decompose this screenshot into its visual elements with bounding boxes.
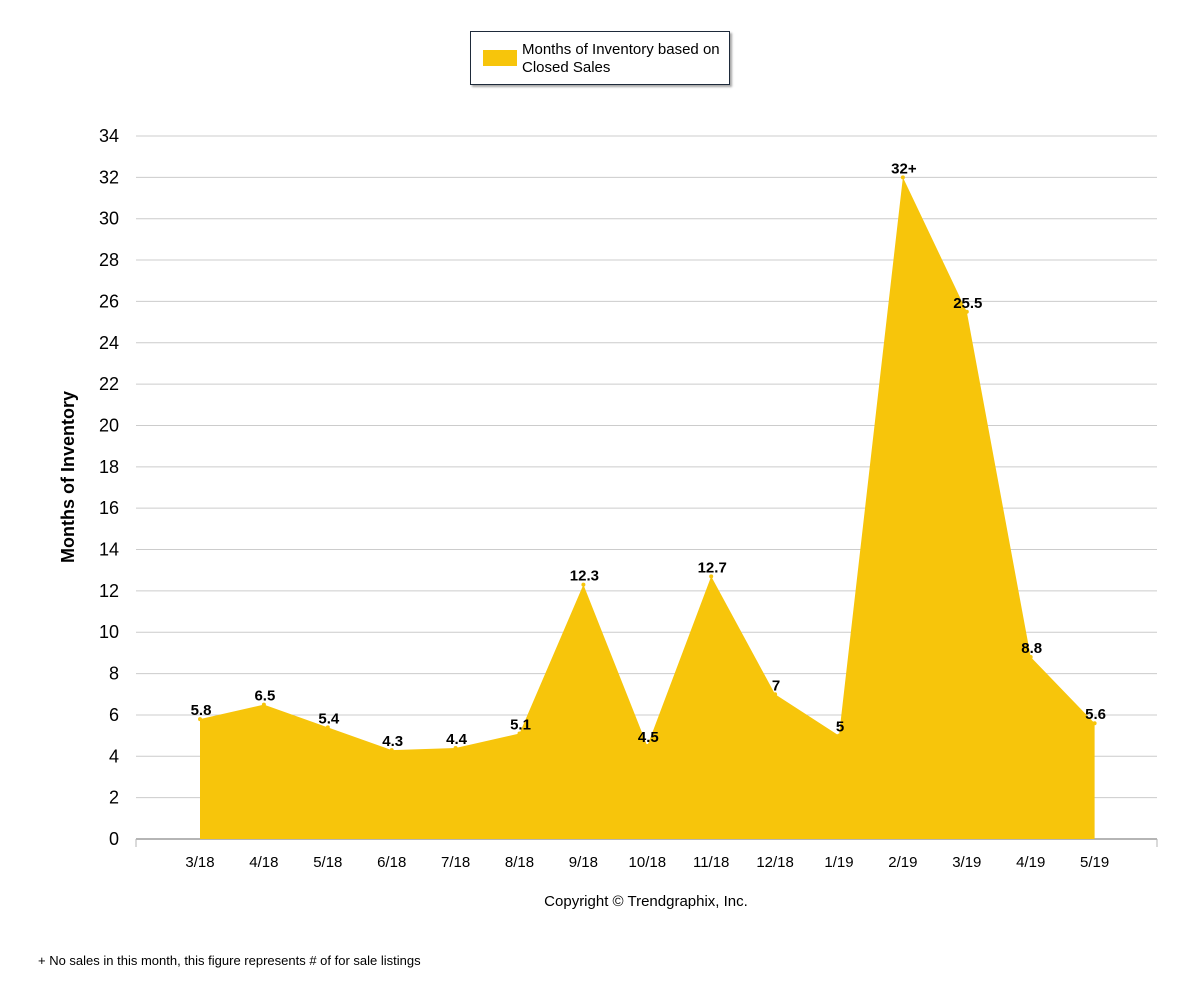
data-labels: 5.8 6.5 5.4 4.3 4.4 5.1 12.3 4.5 12.7 7 5 32+ 25.5 8.…: [191, 160, 1106, 750]
data-point: [773, 692, 778, 697]
data-point: [325, 725, 330, 730]
data-point: [1092, 721, 1097, 726]
data-label: 12.7: [698, 559, 727, 576]
legend: Months of Inventory based on Closed Sale…: [470, 31, 730, 85]
x-tick-label: 2/19: [888, 854, 917, 871]
y-tick-label: 2: [109, 788, 119, 808]
y-tick-label: 16: [99, 498, 119, 518]
data-point: [837, 733, 841, 738]
y-tick-label: 12: [99, 581, 119, 601]
footnote: + No sales in this month, this figure re…: [38, 953, 421, 968]
y-tick-label: 14: [99, 540, 119, 560]
x-tick-label: 11/18: [693, 854, 729, 871]
legend-label: Months of Inventory based on Closed Sale…: [522, 41, 720, 76]
data-label: 4.3: [382, 733, 403, 750]
x-tick-label: 3/18: [185, 854, 214, 871]
y-tick-label: 8: [109, 664, 119, 684]
data-point: [964, 309, 969, 314]
y-tick-label: 10: [99, 622, 119, 642]
data-point: [453, 746, 458, 751]
y-axis-label: Months of Inventory: [58, 391, 78, 563]
legend-swatch: [483, 50, 517, 66]
y-tick-label: 22: [99, 374, 119, 394]
x-tick-label: 4/19: [1016, 854, 1045, 871]
data-label: 12.3: [570, 568, 599, 585]
data-label: 5: [836, 719, 844, 736]
data-point: [1028, 655, 1033, 660]
x-tick-label: 12/18: [756, 854, 794, 871]
area-fill: [200, 177, 1095, 840]
x-tick-label: 9/18: [569, 854, 598, 871]
data-label: 32+: [891, 160, 917, 177]
data-label: 7: [772, 677, 780, 694]
data-label: 5.6: [1085, 706, 1106, 723]
x-axis-ticks: 3/18 4/18 5/18 6/18 7/18 8/18 9/18 10/18 11/18 12…: [185, 854, 1109, 871]
data-label: 5.4: [318, 710, 340, 727]
data-label: 4.5: [638, 729, 659, 746]
data-point: [261, 702, 266, 707]
y-tick-label: 4: [109, 746, 119, 766]
data-point: [900, 175, 905, 180]
x-tick-label: 6/18: [377, 854, 406, 871]
y-tick-label: 26: [99, 291, 119, 311]
data-point: [198, 717, 202, 722]
data-label: 25.5: [953, 295, 982, 312]
data-point: [709, 574, 714, 579]
y-tick-label: 32: [99, 167, 119, 187]
y-tick-label: 6: [109, 705, 119, 725]
data-point: [389, 748, 394, 753]
x-tick-label: 5/19: [1080, 854, 1109, 871]
y-tick-label: 24: [99, 333, 119, 353]
copyright: Copyright © Trendgraphix, Inc.: [544, 893, 748, 910]
data-label: 6.5: [254, 688, 275, 705]
x-tick-label: 8/18: [505, 854, 534, 871]
x-tick-label: 4/18: [249, 854, 278, 871]
data-label: 5.1: [510, 717, 531, 734]
y-tick-label: 30: [99, 209, 119, 229]
x-tick-label: 10/18: [629, 854, 667, 871]
x-tick-label: 1/19: [824, 854, 853, 871]
y-tick-label: 20: [99, 415, 119, 435]
data-point: [645, 743, 650, 748]
x-tick-label: 7/18: [441, 854, 470, 871]
area-series: [198, 175, 1097, 840]
data-label: 8.8: [1021, 640, 1042, 657]
data-label: 4.4: [446, 731, 468, 748]
x-tick-label: 3/19: [952, 854, 981, 871]
y-tick-label: 18: [99, 457, 119, 477]
x-tick-label: 5/18: [313, 854, 342, 871]
data-point: [581, 582, 586, 587]
y-tick-label: 34: [99, 126, 119, 146]
data-label: 5.8: [191, 702, 212, 719]
y-tick-label: 0: [109, 829, 119, 849]
data-point: [517, 731, 522, 736]
y-tick-label: 28: [99, 250, 119, 270]
